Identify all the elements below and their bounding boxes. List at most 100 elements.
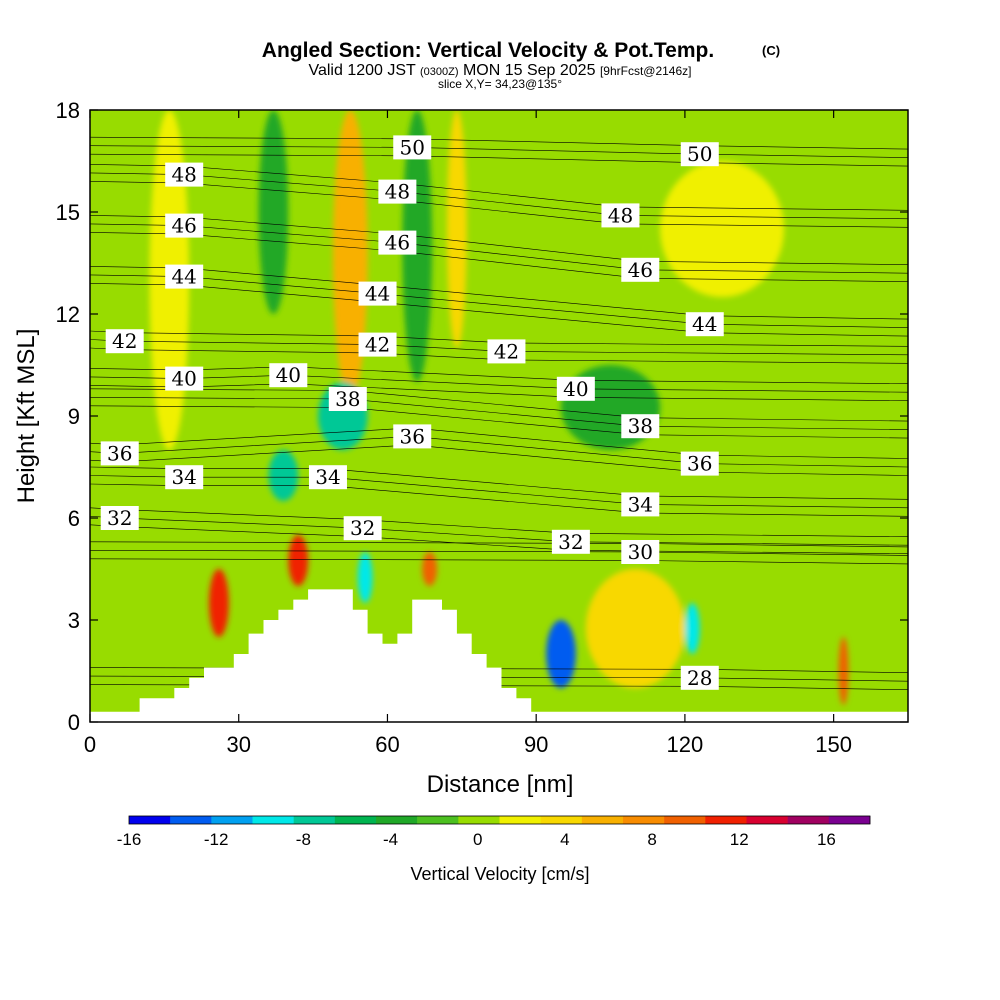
contour-label-text: 36 — [400, 424, 425, 448]
contour-label-box — [680, 451, 719, 476]
x-tick-label: 60 — [375, 732, 399, 757]
contour-label-box — [378, 230, 417, 255]
contour-label-box — [393, 135, 432, 160]
contour-label-box — [343, 516, 382, 541]
colorbar-segment — [376, 816, 418, 824]
y-axis-label: Height [Kft MSL] — [13, 329, 40, 504]
colorbar-tick-label: 8 — [647, 830, 656, 849]
contour-label-text: 30 — [628, 540, 653, 564]
contour-label-text: 42 — [112, 329, 137, 353]
colorbar-segment — [705, 816, 747, 824]
colorbar-segment — [211, 816, 253, 824]
colorbar-tick-label: 16 — [817, 830, 836, 849]
contour-label-text: 36 — [107, 441, 132, 465]
contour-labels: 50 50 48 48 48 46 46 46 44 44 44 42 42 42 40 40 40 38 38 36… — [100, 135, 724, 690]
colorbar-segment — [581, 816, 624, 824]
colorbar-tick-label: -4 — [383, 830, 398, 849]
colorbar-segment — [828, 816, 871, 824]
theta-contour-line — [90, 405, 908, 439]
contour-label-text: 46 — [385, 231, 410, 255]
velocity-downdraft-column-65 — [402, 110, 433, 382]
x-tick-label: 0 — [84, 732, 96, 757]
contour-label: 42 — [358, 332, 397, 357]
chart-subtitle: Valid 1200 JST (0300Z) MON 15 Sep 2025 [… — [308, 62, 691, 79]
velocity-updraft-core-26 — [208, 569, 229, 637]
contour-label-box — [100, 506, 139, 530]
chart-title: Angled Section: Vertical Velocity & Pot.… — [262, 39, 714, 62]
y-tick-label: 6 — [68, 506, 80, 531]
colorbar-segment — [664, 816, 706, 824]
colorbar-segment — [129, 816, 171, 824]
theta-contour-line — [90, 153, 908, 167]
contour-label-box — [358, 332, 397, 357]
colorbar-segment — [334, 816, 377, 824]
contour-label-box — [105, 329, 144, 354]
contour-label-box — [393, 424, 432, 449]
x-tick-label: 90 — [524, 732, 548, 757]
contour-label: 42 — [105, 329, 144, 354]
contour-label: 38 — [328, 387, 367, 411]
contour-label: 46 — [621, 257, 660, 282]
contour-label: 40 — [556, 376, 595, 401]
contour-label-text: 32 — [350, 516, 375, 540]
contour-label-text: 28 — [687, 666, 712, 690]
velocity-downdraft-column-35 — [258, 110, 289, 314]
contour-label: 32 — [100, 506, 139, 530]
contour-label-text: 40 — [171, 367, 196, 391]
contour-label-text: 44 — [692, 312, 717, 336]
colorbar-segment — [252, 816, 294, 824]
contour-label: 32 — [343, 516, 382, 541]
x-axis-ticks: 0 30 60 90 120 150 — [84, 110, 852, 757]
velocity-updraft-core-42 — [288, 535, 309, 586]
contour-label: 28 — [680, 665, 719, 690]
contour-label-text: 44 — [365, 282, 390, 306]
colorbar-tick-label: -8 — [296, 830, 311, 849]
theta-contours — [90, 136, 908, 690]
contour-label-text: 32 — [107, 506, 132, 530]
contour-label-text: 36 — [687, 452, 712, 476]
contour-label-box — [556, 376, 595, 401]
contour-label: 46 — [165, 213, 204, 238]
x-tick-label: 30 — [226, 732, 250, 757]
colorbar-segment — [623, 816, 665, 824]
colorbar-label: Vertical Velocity [cm/s] — [410, 864, 589, 884]
contour-label-box — [621, 414, 660, 439]
velocity-downdraft-core-122 — [684, 603, 700, 654]
contour-label: 34 — [621, 492, 660, 517]
contour-label-box — [680, 665, 719, 690]
velocity-downdraft-core-95 — [546, 620, 576, 688]
colorbar-segment — [499, 816, 541, 824]
field-background — [90, 110, 908, 722]
colorbar-segment — [293, 816, 336, 824]
plot-area: 50 50 48 48 48 46 46 46 44 44 44 42 42 42 40 40 40 38 38 36… — [90, 110, 908, 722]
contour-label: 36 — [100, 441, 139, 466]
contour-label-box — [165, 213, 204, 238]
contour-label: 30 — [621, 540, 660, 564]
contour-label: 34 — [308, 465, 347, 490]
contour-label-text: 42 — [494, 339, 519, 363]
colorbar-segment — [787, 816, 830, 824]
contour-label-box — [680, 142, 719, 167]
contour-label: 36 — [393, 424, 432, 449]
contour-label-box — [621, 257, 660, 282]
velocity-downdraft-core-56 — [357, 552, 373, 603]
contour-label-box — [308, 465, 347, 490]
contour-label-text: 46 — [628, 258, 653, 282]
contour-label-text: 34 — [171, 465, 196, 489]
contour-label-text: 32 — [558, 530, 583, 554]
terrain — [90, 589, 908, 722]
contour-label: 46 — [378, 230, 417, 255]
subtitle-prefix: Valid 1200 JST — [308, 62, 416, 79]
contour-label-text: 50 — [687, 142, 712, 166]
y-tick-label: 18 — [56, 98, 80, 123]
contour-label-text: 42 — [365, 333, 390, 357]
theta-contour-line — [90, 145, 908, 158]
velocity-upper-right-updraft — [660, 161, 785, 297]
theta-contour-line — [90, 136, 908, 150]
contour-label-box — [269, 363, 308, 388]
contour-label-text: 48 — [608, 203, 633, 227]
contour-label: 48 — [601, 203, 640, 228]
contour-label: 42 — [487, 339, 526, 364]
y-tick-label: 15 — [56, 200, 80, 225]
